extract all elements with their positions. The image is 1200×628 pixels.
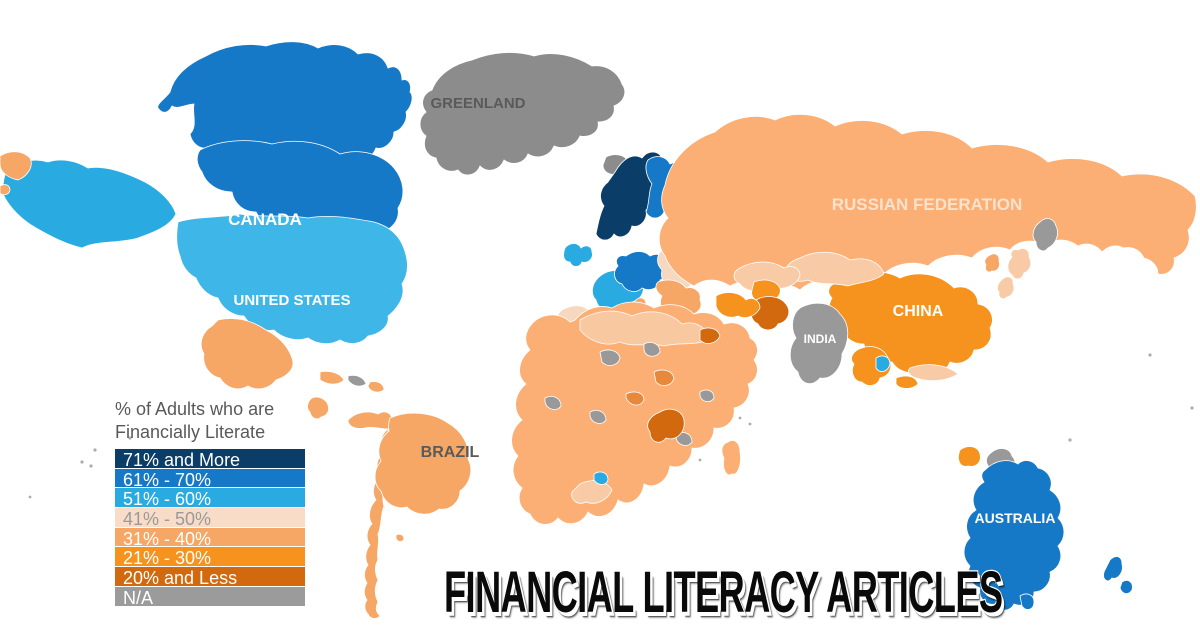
- svg-text:RUSSIAN FEDERATION: RUSSIAN FEDERATION: [832, 195, 1022, 214]
- svg-text:CANADA: CANADA: [228, 210, 302, 229]
- svg-text:UNITED STATES: UNITED STATES: [234, 292, 351, 309]
- svg-text:BRAZIL: BRAZIL: [421, 444, 480, 461]
- svg-text:AUSTRALIA: AUSTRALIA: [975, 510, 1056, 526]
- svg-text:CHINA: CHINA: [893, 303, 944, 320]
- svg-text:GREENLAND: GREENLAND: [430, 95, 525, 112]
- svg-text:INDIA: INDIA: [804, 332, 837, 346]
